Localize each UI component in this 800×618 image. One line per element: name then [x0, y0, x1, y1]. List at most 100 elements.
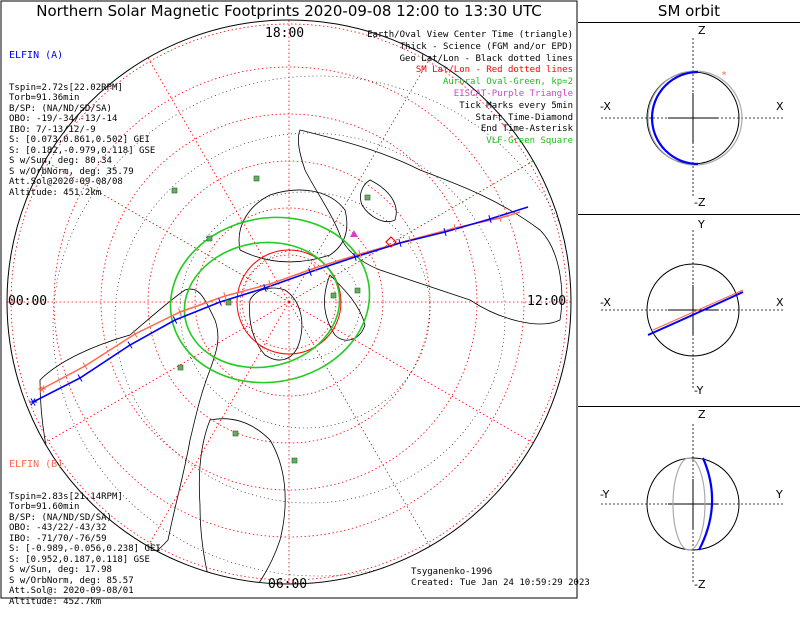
tick-mark [453, 223, 457, 233]
tick-mark [398, 239, 402, 247]
elfin_b-line: Tspin=2.83s[21.14RPM] [9, 491, 123, 502]
tick-mark [308, 268, 312, 276]
map-label-bottom: 06:00 [268, 577, 308, 592]
elfin_b-line: Altitude: 452.7km [9, 596, 102, 607]
vlf-square [364, 194, 371, 201]
coast-siberia-north [360, 179, 397, 222]
elfin_b-line: OBO: -43/22/-43/32 [9, 523, 107, 533]
legend-entry: Thick - Science (FGM and/or EPD) [399, 41, 573, 52]
tick-mark [498, 213, 502, 223]
credit: Tsyganenko-1996 Created: Tue Jan 24 10:59… [411, 567, 590, 589]
elfin_a-line: S w/OrbNorm, deg: 35.79 [9, 166, 134, 177]
tick-mark [358, 250, 362, 258]
sm-panel-yz-bottom: -Z [694, 578, 706, 591]
legend-entry: EISCAT-Purple Triangle [453, 88, 573, 99]
vlf-square [330, 292, 337, 299]
sm-orbit-title: SM orbit [657, 2, 721, 20]
credit-line: Tsyganenko-1996 [411, 567, 493, 577]
sm-panel-yz: Z -Z -Y Y [578, 406, 800, 600]
elfin-a-track [32, 206, 529, 403]
vlf-square [354, 287, 361, 294]
orbit-b [652, 289, 744, 331]
coast-north-europe [324, 274, 366, 341]
orbit-a [698, 457, 714, 551]
elfin_a-line: OBO: -19/-34/-13/-14 [9, 114, 118, 124]
coast-greenland [249, 287, 303, 361]
map-frame [0, 0, 578, 599]
vlf-square [291, 457, 298, 464]
elfin_a-line: Altitude: 451.2km [9, 187, 102, 198]
legend-entry: Earth/Oval View Center Time (triangle) [367, 30, 573, 40]
map-label-right: 12:00 [527, 294, 567, 309]
tick-mark [172, 316, 178, 324]
sm-panel-xz-svg: * [578, 22, 800, 198]
coast-eurasia [297, 129, 563, 325]
legend-entry: VLF-Green Square [486, 136, 573, 147]
legend-entry: Geo Lat/Lon - Black dotted lines [399, 53, 573, 64]
polar-footprint-map [0, 0, 578, 599]
elfin_b-line: S w/OrbNorm, deg: 85.57 [9, 575, 134, 586]
tick-mark [443, 228, 447, 236]
sm-panel-xy-right: X [776, 296, 784, 309]
auroral-oval [169, 216, 371, 384]
coast-alaska [238, 189, 348, 263]
legend: Earth/Oval View Center Time (triangle) Th… [367, 30, 573, 148]
tick-mark [313, 264, 317, 272]
elfin_b-line: S w/Sun, deg: 17.98 [9, 565, 112, 575]
elfin_a-line: B/SP: (NA/ND/SD/SA) [9, 103, 112, 114]
sm-panel-xz-top: Z [698, 24, 706, 37]
sm-panel-yz-svg [578, 406, 800, 584]
sm-panel-xz: * Z -Z -X X [578, 22, 800, 214]
sm-grid [7, 20, 571, 584]
end-asterisk [39, 385, 45, 393]
vlf-square [225, 299, 232, 306]
map-boundary [6, 19, 572, 585]
sm-panel-yz-left: -Y [600, 488, 610, 501]
coast-south-america [198, 418, 286, 584]
elfin-b-track [39, 211, 521, 391]
elfin_a-line: S w/Sun, deg: 80.34 [9, 156, 112, 166]
legend-entry: Start Time-Diamond [475, 112, 573, 123]
tick-mark [218, 298, 222, 306]
elfin_b-line: S: [-0.989,-0.056,0.238] GEI [9, 544, 161, 554]
vlf-square [253, 175, 260, 182]
sm-meridian [44, 160, 290, 303]
sm-pole-circle [236, 249, 342, 355]
sm-panel-yz-top: Z [698, 408, 706, 421]
elfin_a-line: IBO: 7/-13/12/-9 [9, 124, 96, 135]
sm-meridian [288, 301, 534, 444]
elfin_a-line: Tspin=2.72s[22.02RPM] [9, 82, 123, 93]
tick-mark [268, 280, 272, 288]
elfin_b-line: Torb=91.60min [9, 502, 80, 512]
orbit-marker: * [721, 70, 727, 81]
geo-grid [52, 75, 571, 577]
tick-mark [263, 284, 267, 292]
elfin_a-line: Torb=91.36min [9, 93, 80, 103]
vlf-square [232, 430, 239, 437]
elfin_b-line: S: [0.952,0.187,0.118] GSE [9, 554, 150, 565]
track-tick-marks [29, 213, 502, 406]
sm-panel-xz-right: X [776, 100, 784, 113]
elfin_b-line: IBO: -71/70/-76/59 [9, 533, 107, 544]
tick-mark [77, 374, 83, 382]
tick-mark [353, 253, 357, 261]
elfin_a-line: S: [0.073,0.861,0.502] GEI [9, 135, 150, 145]
elfin_b-line: B/SP: (NA/ND/SD/SA) [9, 512, 112, 523]
elfin-b-title: ELFIN (B) [9, 459, 64, 470]
tick-mark [408, 236, 412, 244]
orbit-b [672, 457, 706, 551]
tick-mark [132, 330, 138, 338]
earth-circle [646, 457, 740, 551]
sm-panel-xy-bottom: -Y [694, 384, 704, 397]
sm-meridian [288, 301, 431, 547]
sm-panel-xz-bottom: -Z [694, 196, 706, 209]
eiscat-triangle [350, 230, 358, 237]
legend-entry: SM Lat/Lon - Red dotted lines [415, 65, 573, 76]
elfin-a-title: ELFIN (A) [9, 50, 64, 61]
sm-panel-xy-top: Y [698, 218, 705, 231]
sm-meridian [147, 57, 290, 303]
elfin_b-line: Att.Sol@: 2020-09-08/01 [9, 586, 134, 596]
vlf-square [206, 235, 213, 242]
start-diamond [385, 236, 397, 248]
elfin_a-line: Att.Sol@2020-09-08/08 [9, 177, 123, 187]
